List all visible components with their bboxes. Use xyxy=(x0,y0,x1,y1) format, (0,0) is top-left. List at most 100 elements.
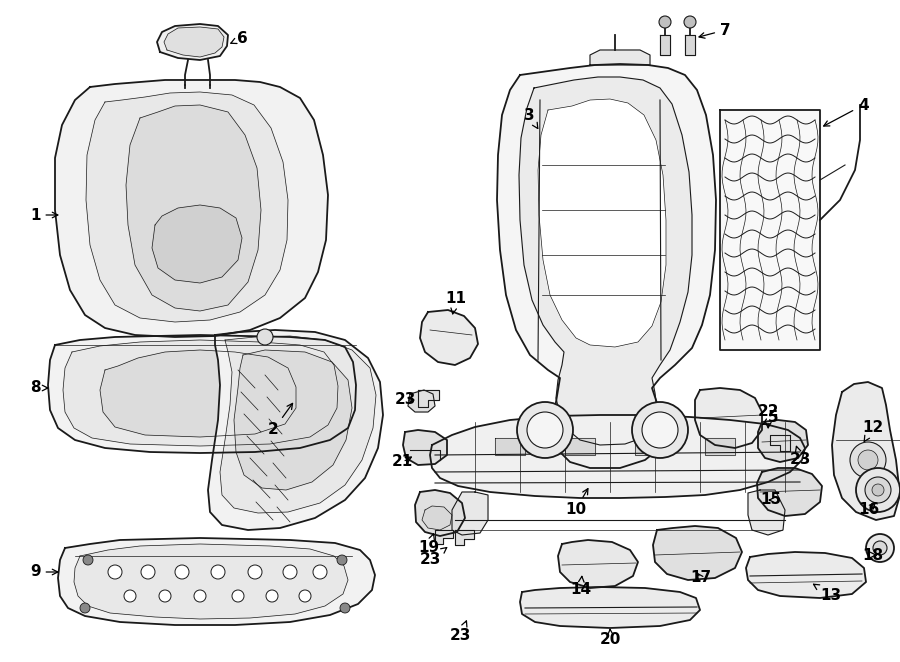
Circle shape xyxy=(159,590,171,602)
Circle shape xyxy=(266,590,278,602)
Circle shape xyxy=(141,565,155,579)
Text: 14: 14 xyxy=(570,576,591,598)
Text: 1: 1 xyxy=(30,207,58,222)
Text: 15: 15 xyxy=(760,493,781,508)
Text: 8: 8 xyxy=(30,381,48,395)
Circle shape xyxy=(124,590,136,602)
Circle shape xyxy=(248,565,262,579)
Text: 23: 23 xyxy=(395,393,417,408)
Polygon shape xyxy=(685,35,695,55)
Circle shape xyxy=(866,534,894,562)
Polygon shape xyxy=(415,490,465,536)
Text: 3: 3 xyxy=(524,107,538,128)
Circle shape xyxy=(211,565,225,579)
Text: 5: 5 xyxy=(762,410,778,426)
Polygon shape xyxy=(770,435,790,451)
Polygon shape xyxy=(705,438,735,455)
Circle shape xyxy=(337,555,347,565)
Polygon shape xyxy=(748,490,785,535)
Polygon shape xyxy=(653,526,742,580)
Text: 10: 10 xyxy=(565,489,588,518)
Polygon shape xyxy=(435,530,453,544)
Polygon shape xyxy=(720,110,820,350)
Circle shape xyxy=(865,477,891,503)
Polygon shape xyxy=(220,336,376,513)
Polygon shape xyxy=(63,340,338,446)
Circle shape xyxy=(659,16,671,28)
Polygon shape xyxy=(422,506,452,530)
Polygon shape xyxy=(660,35,670,55)
Circle shape xyxy=(872,484,884,496)
Polygon shape xyxy=(832,382,900,520)
Polygon shape xyxy=(234,350,352,490)
Polygon shape xyxy=(430,415,805,498)
Text: 19: 19 xyxy=(418,534,439,555)
Circle shape xyxy=(873,541,887,555)
Polygon shape xyxy=(757,468,822,516)
Circle shape xyxy=(80,603,90,613)
Polygon shape xyxy=(208,330,383,530)
Text: 22: 22 xyxy=(758,404,779,428)
Text: 2: 2 xyxy=(268,403,292,438)
Polygon shape xyxy=(695,388,762,448)
Circle shape xyxy=(194,590,206,602)
Polygon shape xyxy=(74,544,348,619)
Circle shape xyxy=(108,565,122,579)
Polygon shape xyxy=(565,438,595,455)
Circle shape xyxy=(684,16,696,28)
Circle shape xyxy=(83,555,93,565)
Polygon shape xyxy=(86,92,288,322)
Text: 21: 21 xyxy=(392,455,413,469)
Circle shape xyxy=(313,565,327,579)
Polygon shape xyxy=(55,80,328,337)
Polygon shape xyxy=(497,64,716,468)
Circle shape xyxy=(340,603,350,613)
Circle shape xyxy=(232,590,244,602)
Circle shape xyxy=(517,402,573,458)
Text: 23: 23 xyxy=(450,621,472,643)
Circle shape xyxy=(527,412,563,448)
Polygon shape xyxy=(519,77,692,445)
Text: 6: 6 xyxy=(230,30,248,46)
Text: 23: 23 xyxy=(790,446,812,467)
Circle shape xyxy=(850,442,886,478)
Polygon shape xyxy=(152,205,242,283)
Polygon shape xyxy=(538,99,666,347)
Text: 9: 9 xyxy=(30,565,58,579)
Text: 16: 16 xyxy=(858,502,879,518)
Text: 17: 17 xyxy=(690,571,711,585)
Text: 11: 11 xyxy=(445,291,466,314)
Circle shape xyxy=(642,412,678,448)
Polygon shape xyxy=(408,390,435,412)
Polygon shape xyxy=(403,430,447,465)
Polygon shape xyxy=(758,420,808,462)
Polygon shape xyxy=(746,552,866,598)
Polygon shape xyxy=(455,530,473,545)
Text: 4: 4 xyxy=(824,97,868,126)
Polygon shape xyxy=(157,24,228,60)
Circle shape xyxy=(283,565,297,579)
Polygon shape xyxy=(520,587,700,628)
Text: 20: 20 xyxy=(600,629,621,647)
Polygon shape xyxy=(420,310,478,365)
Polygon shape xyxy=(58,538,375,625)
Circle shape xyxy=(299,590,311,602)
Polygon shape xyxy=(635,438,665,455)
Text: 13: 13 xyxy=(814,585,842,602)
Polygon shape xyxy=(590,50,650,65)
Circle shape xyxy=(856,468,900,512)
Polygon shape xyxy=(100,350,296,437)
Text: 18: 18 xyxy=(862,547,883,563)
Circle shape xyxy=(175,565,189,579)
Text: 12: 12 xyxy=(862,420,883,442)
Text: 7: 7 xyxy=(699,23,731,38)
Polygon shape xyxy=(558,540,638,588)
Polygon shape xyxy=(495,438,525,455)
Circle shape xyxy=(257,329,273,345)
Text: 23: 23 xyxy=(420,547,446,567)
Polygon shape xyxy=(164,27,224,57)
Polygon shape xyxy=(126,105,261,311)
Circle shape xyxy=(632,402,688,458)
Polygon shape xyxy=(418,390,439,407)
Circle shape xyxy=(858,450,878,470)
